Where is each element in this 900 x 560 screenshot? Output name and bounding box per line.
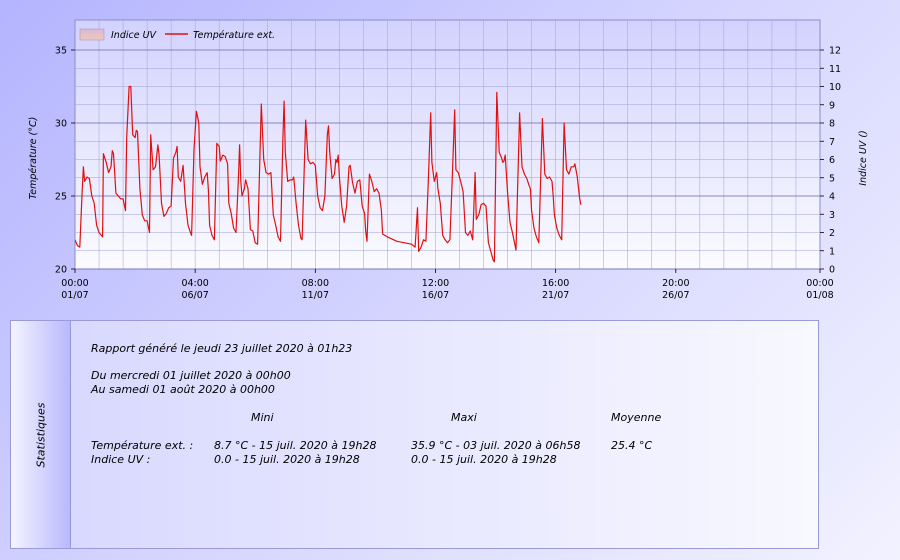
- y2-tick-label: 7: [829, 137, 835, 148]
- period-to-line: Au samedi 01 août 2020 à 00h00: [91, 383, 275, 396]
- header-avg: Moyenne: [611, 411, 662, 424]
- x-tick-label-time: 16:00: [542, 278, 569, 289]
- y2-tick-label: 12: [829, 46, 841, 57]
- row-temperature-min: 8.7 °C - 15 juil. 2020 à 19h28: [214, 439, 377, 452]
- axes: 20253035012345678910111200:0001/0704:000…: [55, 46, 841, 302]
- y2-tick-label: 10: [829, 82, 841, 93]
- x-tick-label-date: 11/07: [302, 290, 329, 301]
- statistics-title: Statistiques: [34, 402, 48, 468]
- y2-tick-label: 8: [829, 119, 835, 130]
- legend-label-uv: Indice UV: [111, 30, 158, 41]
- row-uv-max: 0.0 - 15 juil. 2020 à 19h28: [411, 453, 557, 466]
- grid: [75, 20, 820, 270]
- x-tick-label-date: 01/08: [806, 290, 833, 301]
- y2-tick-label: 2: [829, 228, 835, 239]
- temperature-uv-chart: 20253035012345678910111200:0001/0704:000…: [28, 19, 869, 302]
- legend-label-temperature: Température ext.: [193, 30, 275, 41]
- y-tick-label: 30: [55, 119, 67, 130]
- x-tick-label-date: 21/07: [542, 290, 569, 301]
- x-tick-label-date: 26/07: [662, 290, 689, 301]
- x-tick-label-time: 04:00: [181, 278, 208, 289]
- y2-tick-label: 1: [829, 246, 835, 257]
- y2-tick-label: 4: [829, 192, 835, 203]
- x-tick-label-time: 08:00: [302, 278, 329, 289]
- y2-tick-label: 5: [829, 173, 835, 184]
- x-tick-label-time: 12:00: [422, 278, 449, 289]
- statistics-side-tab: Statistiques: [11, 321, 71, 548]
- row-temperature-avg: 25.4 °C: [611, 439, 653, 452]
- series-line-temperature: [75, 85, 582, 263]
- header-max: Maxi: [451, 411, 477, 424]
- report-generated-line: Rapport généré le jeudi 23 juillet 2020 …: [91, 342, 353, 355]
- x-tick-label-time: 00:00: [61, 278, 88, 289]
- period-from-line: Du mercredi 01 juillet 2020 à 00h00: [91, 369, 291, 382]
- x-tick-label-time: 20:00: [662, 278, 689, 289]
- x-tick-label-date: 16/07: [422, 290, 449, 301]
- row-uv-min: 0.0 - 15 juil. 2020 à 19h28: [214, 453, 360, 466]
- y-axis-title: Température (°C): [28, 117, 39, 200]
- legend: Indice UV Température ext.: [79, 28, 275, 41]
- x-tick-label-time: 00:00: [806, 278, 833, 289]
- legend-swatch-uv: [79, 28, 105, 41]
- y-tick-label: 20: [55, 265, 67, 276]
- row-temperature-label: Température ext. :: [91, 439, 194, 452]
- y2-tick-label: 9: [829, 100, 835, 111]
- y2-tick-label: 3: [829, 210, 835, 221]
- y-tick-label: 35: [55, 46, 67, 57]
- row-uv-label: Indice UV :: [91, 453, 151, 466]
- y2-tick-label: 6: [829, 155, 835, 166]
- y2-tick-label: 0: [829, 265, 835, 276]
- header-min: Mini: [251, 411, 274, 424]
- y-tick-label: 25: [55, 192, 67, 203]
- statistics-panel: Statistiques Rapport généré le jeudi 23 …: [10, 320, 819, 549]
- y2-tick-label: 11: [829, 64, 841, 75]
- row-temperature-max: 35.9 °C - 03 juil. 2020 à 06h58: [411, 439, 581, 452]
- x-tick-label-date: 01/07: [61, 290, 88, 301]
- y2-axis-title: Indice UV (): [858, 130, 869, 185]
- plot-area: [74, 19, 821, 270]
- x-tick-label-date: 06/07: [181, 290, 208, 301]
